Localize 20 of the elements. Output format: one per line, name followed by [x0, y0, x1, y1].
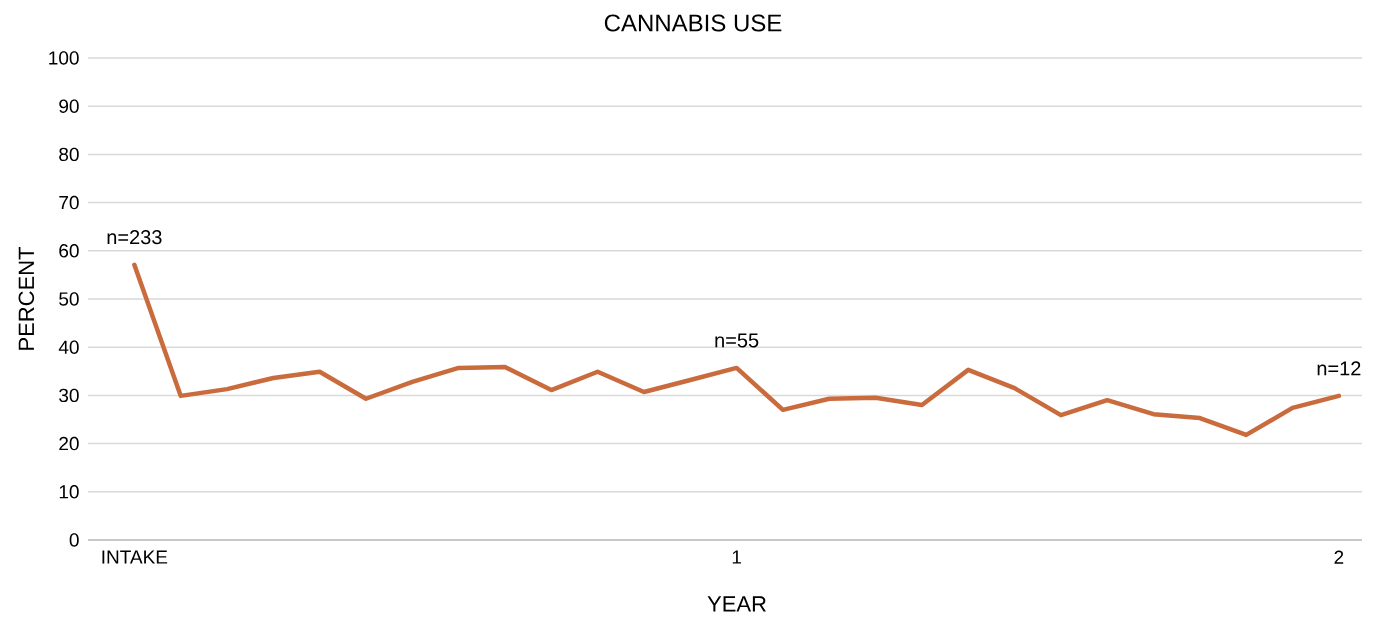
- y-tick-label: 0: [69, 533, 79, 547]
- annotation: n=55: [715, 333, 759, 348]
- y-tick-label: 60: [59, 244, 79, 258]
- annotation: n=12: [1317, 361, 1361, 376]
- x-axis-title: YEAR: [707, 596, 766, 612]
- x-tick-label: 1: [732, 550, 741, 564]
- y-tick-label: 90: [59, 99, 79, 113]
- y-tick-label: 100: [49, 51, 79, 65]
- x-tick-label: INTAKE: [102, 550, 168, 564]
- y-tick-label: 10: [59, 485, 79, 499]
- y-tick-label: 30: [59, 388, 79, 403]
- x-tick-label: 2: [1334, 550, 1344, 564]
- y-tick-label: 20: [59, 436, 79, 451]
- chart-title: CANNABIS USE: [604, 14, 782, 32]
- y-tick-label: 40: [58, 340, 79, 354]
- annotation: n=233: [107, 230, 162, 245]
- y-tick-label: 50: [59, 292, 79, 306]
- y-tick-label: 80: [59, 147, 79, 162]
- y-axis-title: PERCENT: [18, 246, 35, 350]
- y-tick-label: 70: [59, 195, 79, 210]
